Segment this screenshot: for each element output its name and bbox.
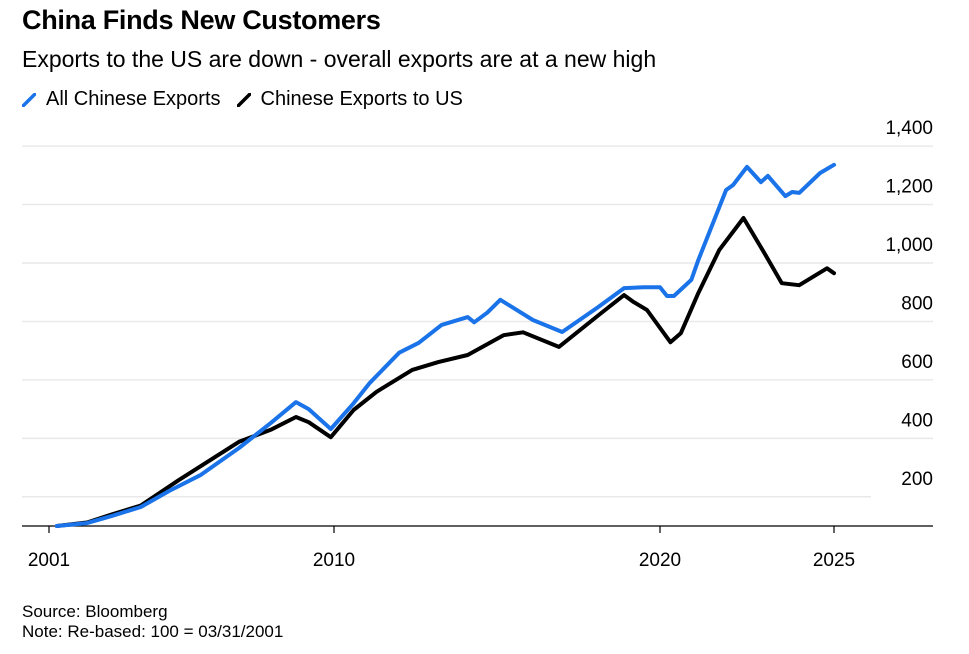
x-axis: 2001 2010 2020 2025 bbox=[22, 525, 933, 571]
series-line-chinese-exports-to-us bbox=[54, 216, 836, 528]
y-tick-label: 600 bbox=[901, 352, 933, 373]
series-line-all-chinese-exports bbox=[54, 162, 836, 528]
legend-item-us-exports: Chinese Exports to US bbox=[236, 88, 463, 111]
x-tick-label: 2025 bbox=[813, 550, 855, 571]
y-tick-label: 800 bbox=[901, 293, 933, 314]
y-tick-label: 1,400 bbox=[885, 118, 933, 139]
y-tick-label: 1,000 bbox=[885, 235, 933, 256]
chart-subtitle: Exports to the US are down - overall exp… bbox=[22, 46, 657, 72]
legend-label: All Chinese Exports bbox=[46, 88, 221, 110]
x-tick-label: 2010 bbox=[313, 550, 355, 571]
x-tick-label: 2020 bbox=[639, 550, 681, 571]
x-tick-label: 2001 bbox=[28, 550, 70, 571]
series-lines bbox=[54, 162, 836, 528]
footer: Source: Bloomberg Note: Re-based: 100 = … bbox=[22, 602, 283, 642]
y-tick-label: 200 bbox=[901, 469, 933, 490]
y-axis-labels: 200 400 600 800 1,000 1,200 1,400 bbox=[885, 118, 933, 490]
legend: All Chinese Exports Chinese Exports to U… bbox=[22, 88, 479, 111]
diagonal-line-icon bbox=[236, 92, 251, 107]
legend-item-all-exports: All Chinese Exports bbox=[22, 88, 221, 111]
y-tick-label: 1,200 bbox=[885, 177, 933, 198]
legend-label: Chinese Exports to US bbox=[260, 88, 463, 110]
chart-title: China Finds New Customers bbox=[22, 5, 381, 35]
source-note: Source: Bloomberg bbox=[22, 602, 168, 621]
rebase-note: Note: Re-based: 100 = 03/31/2001 bbox=[22, 622, 284, 641]
y-tick-label: 400 bbox=[901, 410, 933, 431]
diagonal-line-icon bbox=[22, 92, 36, 107]
